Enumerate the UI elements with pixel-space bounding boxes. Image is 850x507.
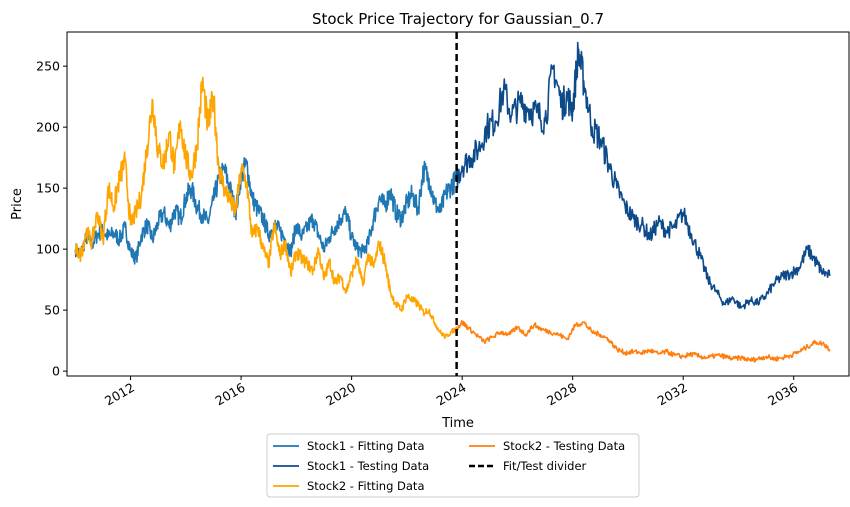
legend-label: Stock2 - Fitting Data	[307, 479, 425, 493]
y-axis-label: Price	[10, 188, 25, 220]
legend: Stock1 - Fitting Data Stock1 - Testing Da…	[266, 433, 640, 498]
series-line-3	[74, 76, 458, 339]
plot-area	[66, 31, 850, 377]
series-line-1	[74, 157, 458, 265]
series-line-4	[455, 320, 831, 363]
legend-label: Fit/Test divider	[503, 459, 587, 473]
x-tick-label: 2012	[102, 380, 137, 409]
x-tick-label: 2024	[434, 380, 469, 409]
plot-frame	[67, 32, 849, 376]
x-tick-label: 2020	[323, 380, 358, 409]
y-tick-label: 0	[52, 364, 60, 379]
y-tick-label: 200	[36, 120, 60, 135]
legend-label: Stock1 - Testing Data	[307, 459, 429, 473]
y-tick-label: 50	[44, 303, 60, 318]
legend-label: Stock2 - Testing Data	[503, 439, 625, 453]
x-tick-label: 2036	[765, 380, 800, 409]
series-line-2	[455, 41, 831, 310]
y-axis-ticks: 0 50 100 150 200 250	[36, 59, 67, 379]
x-axis-ticks: 2012 2016 2020 2024 2028 2032 2036	[102, 376, 800, 409]
y-tick-label: 150	[36, 181, 60, 196]
plot-border	[66, 31, 850, 377]
series-layer	[74, 41, 831, 363]
x-tick-label: 2016	[213, 380, 248, 409]
y-tick-label: 100	[36, 242, 60, 257]
legend-box	[266, 433, 640, 498]
y-tick-label: 250	[36, 59, 60, 74]
legend-label: Stock1 - Fitting Data	[307, 439, 425, 453]
x-tick-label: 2032	[655, 380, 690, 409]
x-tick-label: 2028	[544, 380, 579, 409]
x-axis-label: Time	[441, 416, 474, 431]
chart-title: Stock Price Trajectory for Gaussian_0.7	[312, 10, 604, 29]
